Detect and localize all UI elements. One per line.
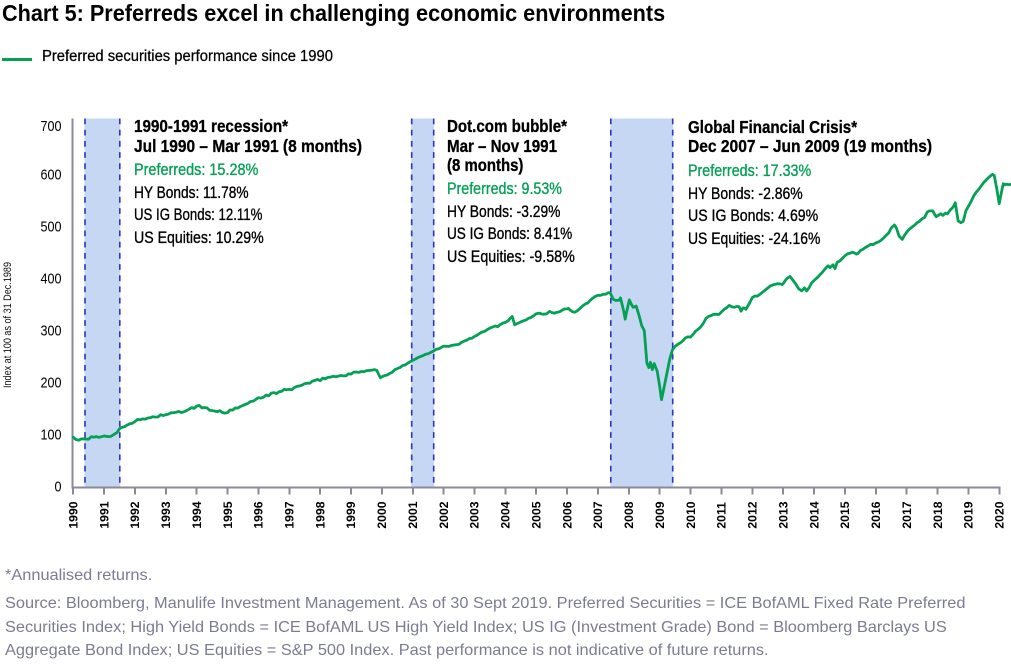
svg-text:1999: 1999: [344, 501, 358, 528]
svg-text:400: 400: [41, 271, 62, 288]
svg-text:2001: 2001: [406, 501, 420, 528]
svg-text:700: 700: [41, 118, 62, 135]
svg-text:1998: 1998: [313, 501, 327, 528]
svg-text:300: 300: [41, 322, 62, 339]
svg-text:1990: 1990: [66, 501, 80, 528]
svg-text:2015: 2015: [838, 501, 852, 528]
svg-text:2020: 2020: [993, 501, 1007, 528]
svg-text:0: 0: [55, 478, 62, 495]
svg-text:1993: 1993: [159, 501, 173, 528]
svg-text:2000: 2000: [375, 501, 389, 528]
svg-text:2016: 2016: [869, 501, 883, 528]
svg-text:200: 200: [41, 374, 62, 391]
svg-text:100: 100: [41, 426, 62, 443]
svg-text:2012: 2012: [746, 501, 760, 528]
svg-text:2003: 2003: [468, 501, 482, 528]
svg-text:2007: 2007: [591, 501, 605, 528]
svg-text:1994: 1994: [190, 501, 204, 528]
svg-text:2006: 2006: [560, 501, 574, 528]
svg-text:2019: 2019: [962, 501, 976, 528]
svg-text:1991: 1991: [97, 501, 111, 528]
svg-text:2002: 2002: [437, 501, 451, 528]
svg-text:2005: 2005: [530, 501, 544, 528]
svg-text:2011: 2011: [715, 502, 729, 529]
svg-text:2017: 2017: [900, 501, 914, 528]
svg-text:2013: 2013: [776, 501, 790, 528]
svg-text:2009: 2009: [653, 501, 667, 528]
svg-text:1996: 1996: [252, 501, 266, 528]
svg-text:1997: 1997: [283, 501, 297, 528]
svg-text:1992: 1992: [128, 501, 142, 528]
svg-text:2008: 2008: [622, 501, 636, 528]
svg-text:Index at 100 as of 31 Dec.1989: Index at 100 as of 31 Dec.1989: [2, 262, 14, 388]
svg-text:1995: 1995: [221, 501, 235, 528]
svg-text:2010: 2010: [684, 501, 698, 528]
svg-text:2004: 2004: [499, 501, 513, 528]
svg-text:2018: 2018: [931, 501, 945, 528]
svg-text:500: 500: [41, 219, 62, 236]
svg-text:2014: 2014: [807, 501, 821, 528]
svg-text:600: 600: [41, 167, 62, 184]
